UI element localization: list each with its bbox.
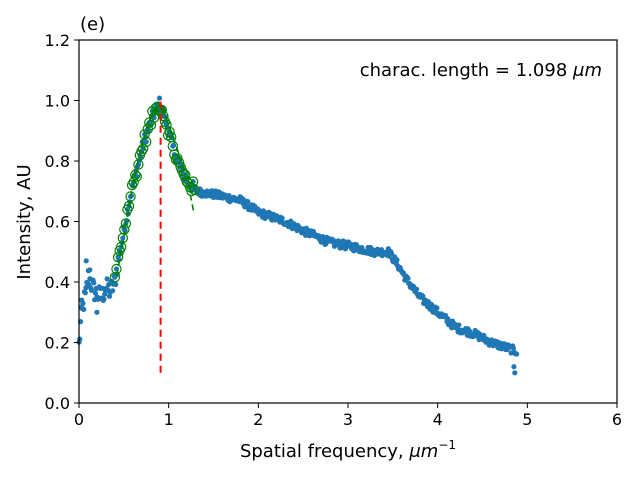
y-tick-label: 1.2 — [45, 31, 70, 50]
fit-marker — [123, 200, 135, 212]
x-tick-label: 1 — [164, 410, 174, 429]
fit-marker — [126, 179, 138, 191]
data-point — [389, 251, 395, 257]
x-axis-ticks: 0 1 2 3 4 5 6 — [74, 403, 622, 429]
data-point — [94, 309, 100, 315]
data-point — [88, 287, 95, 293]
data-point — [414, 286, 420, 292]
data-point — [83, 258, 89, 264]
data-point — [510, 345, 516, 351]
data-point — [170, 142, 177, 148]
y-axis-label: Intensity, AU — [14, 164, 35, 279]
fit-marker — [187, 176, 199, 187]
y-tick-label: 0.8 — [45, 152, 70, 171]
data-point — [110, 288, 116, 294]
x-axis-label: Spatial frequency, μm−1 — [240, 438, 456, 462]
data-point — [511, 364, 517, 370]
data-point — [106, 293, 113, 299]
fit-marker — [109, 272, 121, 283]
data-points — [76, 95, 520, 376]
x-tick-label: 4 — [433, 410, 443, 429]
x-tick-label: 5 — [522, 410, 532, 429]
fit-marker — [128, 177, 139, 188]
x-tick-label: 6 — [612, 410, 622, 429]
data-point — [120, 235, 126, 241]
x-tick-label: 3 — [343, 410, 353, 429]
data-point — [91, 280, 97, 286]
y-tick-label: 0.2 — [45, 334, 70, 353]
fit-marker — [164, 126, 175, 138]
y-tick-label: 0.0 — [45, 394, 70, 413]
data-point — [101, 296, 107, 302]
data-point — [104, 276, 110, 282]
data-point — [512, 370, 518, 376]
fit-marker — [112, 252, 124, 263]
data-point — [77, 336, 83, 342]
fit-marker — [139, 129, 150, 140]
y-axis-ticks: 0.0 0.2 0.4 0.6 0.8 1.0 1.2 — [45, 31, 79, 413]
y-tick-label: 0.6 — [45, 213, 70, 232]
fit-markers — [109, 101, 200, 283]
data-point — [420, 293, 426, 299]
data-point — [405, 275, 411, 281]
fit-marker — [125, 191, 136, 202]
panel-label: (e) — [80, 14, 105, 35]
data-point — [143, 139, 149, 145]
data-point — [456, 322, 462, 328]
data-point — [92, 290, 98, 296]
fit-marker — [131, 171, 142, 182]
data-point — [279, 215, 285, 221]
characteristic-length-annotation: charac. length = 1.098 μm — [360, 60, 602, 81]
data-point — [434, 305, 440, 311]
y-tick-label: 1.0 — [45, 92, 70, 111]
data-point — [82, 290, 88, 296]
x-tick-label: 2 — [253, 410, 263, 429]
data-point — [87, 267, 93, 273]
data-point — [156, 95, 163, 101]
y-tick-label: 0.4 — [45, 273, 70, 292]
data-point — [240, 196, 246, 202]
data-point — [113, 281, 119, 287]
fit-marker — [156, 104, 167, 116]
data-point — [245, 199, 251, 205]
fit-marker — [120, 218, 132, 229]
data-point — [514, 351, 520, 357]
fit-curve-line — [115, 105, 195, 277]
fit-marker — [140, 136, 152, 148]
data-point — [79, 297, 85, 303]
data-point — [394, 257, 400, 263]
x-tick-label: 0 — [74, 410, 84, 429]
fit-marker — [130, 169, 141, 181]
data-point — [81, 306, 87, 312]
